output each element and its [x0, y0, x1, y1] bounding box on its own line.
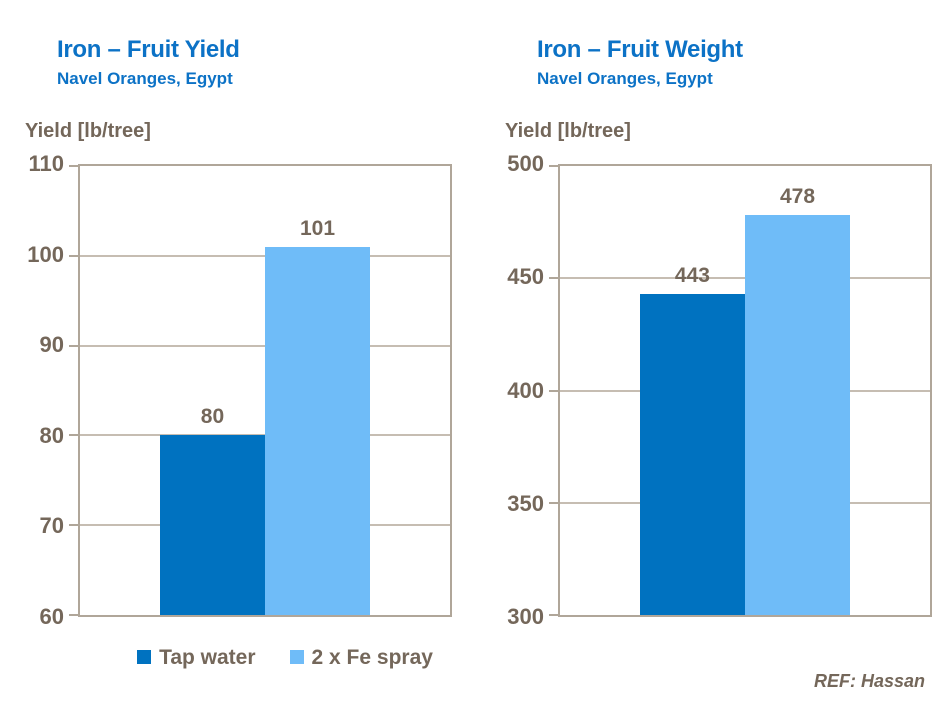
- plot-area: 443 478: [549, 164, 932, 617]
- y-tick-mark: [69, 434, 78, 437]
- y-tick-label: 100: [27, 241, 64, 267]
- bar-2-x-fe-spray: [265, 246, 371, 615]
- bar-2-x-fe-spray: [745, 215, 851, 615]
- bar-value-label: 80: [200, 405, 225, 429]
- y-tick-mark: [69, 524, 78, 527]
- y-tick-label: 450: [507, 264, 544, 290]
- y-tick-mark: [549, 165, 558, 167]
- bar-tap-water: [639, 293, 745, 615]
- y-tick-label: 70: [39, 513, 64, 539]
- bar-value-label: 478: [780, 185, 816, 209]
- chart-title: Iron – Fruit Yield: [57, 36, 240, 63]
- chart-subtitle: Navel Oranges, Egypt: [57, 69, 233, 88]
- plot-area: 80 101: [69, 164, 452, 617]
- bar-value-label: 443: [674, 263, 710, 287]
- reference-text: REF: Hassan: [813, 671, 925, 691]
- y-tick-label: 80: [39, 422, 64, 448]
- y-axis-label: Yield [lb/tree]: [25, 120, 151, 142]
- y-tick-label: 350: [507, 490, 544, 516]
- y-tick-label: 400: [507, 377, 544, 403]
- y-tick-mark: [549, 277, 558, 280]
- y-tick-mark: [549, 614, 558, 616]
- chart-fruit-weight: Iron – Fruit Weight Navel Oranges, Egypt…: [480, 0, 949, 660]
- y-tick-mark: [549, 389, 558, 392]
- y-tick-mark: [549, 501, 558, 504]
- legend-label: 2 x Fe spray: [311, 645, 433, 669]
- y-tick-label: 90: [39, 332, 64, 358]
- y-axis-label: Yield [lb/tree]: [505, 120, 631, 142]
- y-tick-mark: [69, 254, 78, 257]
- y-ticks: 300 350 400 450 500: [480, 153, 544, 628]
- y-tick-label: 110: [28, 151, 65, 176]
- legend-swatch-icon: [289, 650, 304, 664]
- chart-title: Iron – Fruit Weight: [537, 36, 743, 63]
- chart-subtitle: Navel Oranges, Egypt: [537, 69, 713, 88]
- y-tick-label: 300: [507, 604, 544, 629]
- bar-value-label: 101: [300, 216, 336, 240]
- legend-item: Tap water: [137, 645, 256, 669]
- y-tick-mark: [69, 165, 78, 167]
- y-tick-mark: [69, 344, 78, 347]
- y-tick-label: 500: [507, 151, 544, 176]
- legend: Tap water 2 x Fe spray: [98, 645, 472, 669]
- legend-label: Tap water: [159, 645, 256, 669]
- legend-item: 2 x Fe spray: [289, 645, 433, 669]
- y-tick-mark: [69, 614, 78, 616]
- chart-fruit-yield: Iron – Fruit Yield Navel Oranges, Egypt …: [0, 0, 475, 660]
- bar-tap-water: [159, 435, 265, 615]
- y-tick-label: 60: [39, 604, 64, 629]
- y-ticks: 60 70 80 90 100 110: [0, 153, 64, 628]
- legend-swatch-icon: [137, 650, 152, 664]
